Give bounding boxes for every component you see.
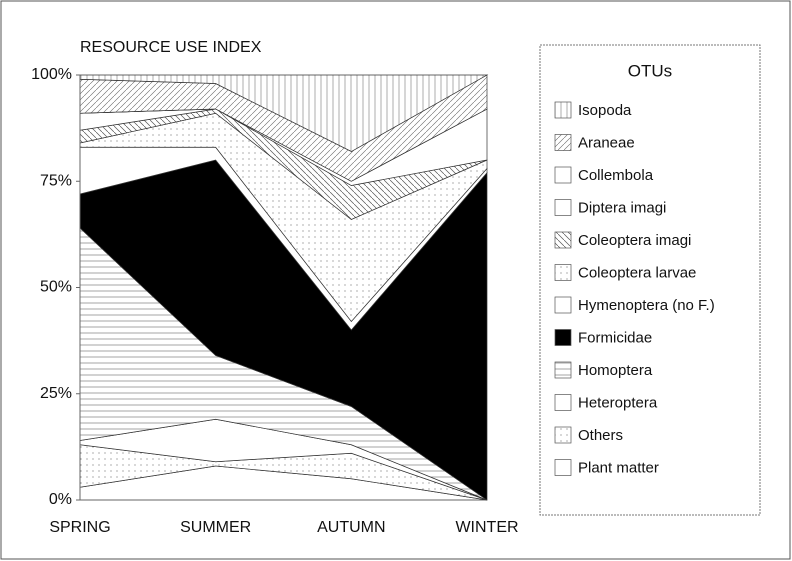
legend-swatch <box>554 394 572 411</box>
legend-title: OTUs <box>628 61 672 80</box>
legend-label: Isopoda <box>578 102 632 119</box>
legend-label: Heteroptera <box>578 394 658 411</box>
legend-label: Collembola <box>578 167 654 184</box>
y-tick-label: 75% <box>40 172 72 189</box>
legend-swatch <box>554 296 572 314</box>
y-tick-label: 50% <box>40 279 72 296</box>
legend-label: Others <box>578 427 623 444</box>
legend-label: Formicidae <box>578 329 652 346</box>
x-tick-label: SPRING <box>49 519 110 536</box>
legend-swatch <box>554 329 572 346</box>
legend-swatch <box>554 166 572 184</box>
legend-swatch <box>554 101 572 119</box>
area <box>79 74 489 152</box>
legend-swatch <box>554 426 572 444</box>
legend-swatch <box>554 459 572 476</box>
chart-title: RESOURCE USE INDEX <box>80 39 262 56</box>
legend-label: Diptera imagi <box>578 199 666 216</box>
x-tick-label: AUTUMN <box>317 519 385 536</box>
legend-label: Plant matter <box>578 459 659 476</box>
legend-label: Araneae <box>578 134 635 151</box>
y-tick-label: 25% <box>40 385 72 402</box>
y-tick-label: 100% <box>31 66 72 83</box>
x-tick-label: SUMMER <box>180 519 251 536</box>
legend-swatch <box>554 199 572 216</box>
legend-swatch <box>554 231 572 249</box>
legend-box <box>539 44 761 516</box>
legend-swatch <box>554 134 572 151</box>
legend-label: Homoptera <box>578 362 653 379</box>
legend-label: Hymenoptera (no F.) <box>578 297 715 314</box>
legend-label: Coleoptera larvae <box>578 264 696 281</box>
x-tick-label: WINTER <box>455 519 518 536</box>
y-tick-label: 0% <box>49 491 72 508</box>
legend-label: Coleoptera imagi <box>578 232 691 249</box>
legend-swatch <box>554 264 572 281</box>
legend-swatch <box>554 361 572 379</box>
